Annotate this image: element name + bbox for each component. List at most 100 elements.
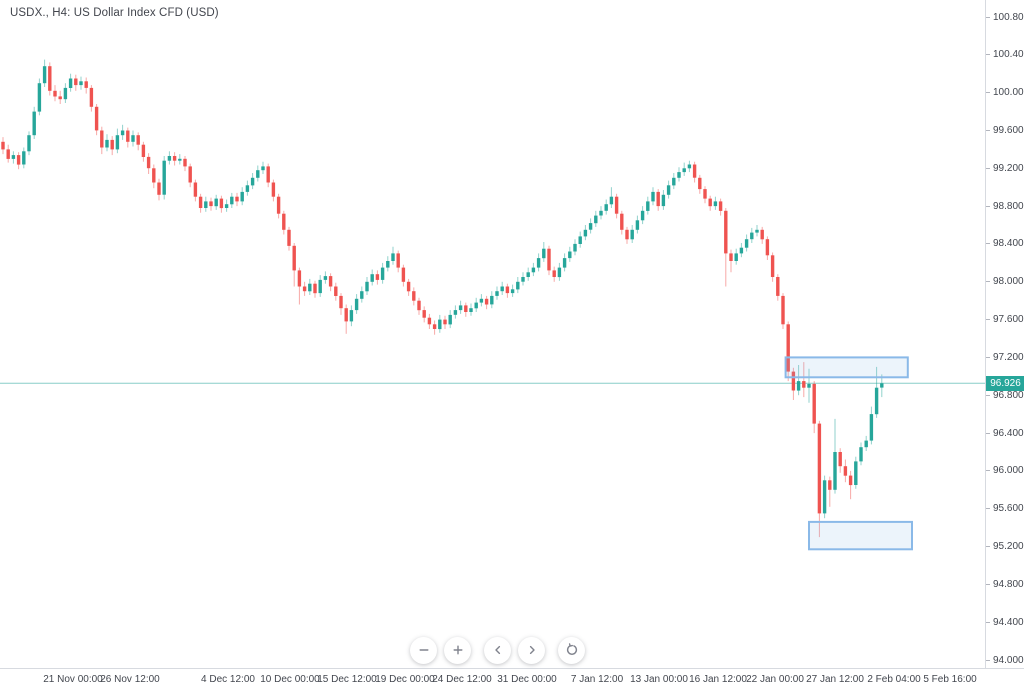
candle bbox=[209, 197, 213, 211]
candle bbox=[516, 277, 520, 294]
candle bbox=[734, 248, 738, 265]
zoom-in-icon bbox=[453, 645, 462, 655]
candle bbox=[802, 362, 806, 398]
candle bbox=[744, 234, 749, 252]
candle bbox=[110, 136, 114, 156]
candle bbox=[287, 226, 291, 251]
scroll-right-button[interactable] bbox=[518, 636, 545, 664]
time-tick-label: 19 Dec 00:00 bbox=[375, 674, 435, 685]
candle bbox=[750, 227, 754, 243]
candle bbox=[219, 195, 224, 213]
candle bbox=[635, 215, 640, 234]
candle bbox=[297, 267, 302, 305]
candle bbox=[854, 456, 858, 489]
symbol-title: USDX., H4: US Dollar Index CFD (USD) bbox=[10, 7, 219, 19]
zoom-out-button[interactable] bbox=[410, 636, 437, 664]
candle bbox=[521, 272, 525, 286]
candle bbox=[568, 246, 572, 262]
candle bbox=[261, 161, 265, 174]
candle bbox=[380, 262, 385, 284]
candle bbox=[188, 163, 192, 188]
candle bbox=[552, 266, 556, 282]
candle bbox=[214, 194, 218, 210]
candle bbox=[869, 406, 874, 445]
candle bbox=[256, 165, 260, 182]
candle bbox=[708, 195, 712, 211]
candle bbox=[484, 295, 489, 310]
candle bbox=[37, 78, 42, 116]
candle bbox=[822, 475, 827, 519]
candle bbox=[172, 152, 177, 166]
candle bbox=[339, 293, 343, 315]
price-tick-label: 97.600 bbox=[986, 314, 1024, 325]
candle bbox=[661, 190, 666, 210]
candle bbox=[547, 245, 551, 276]
candle bbox=[656, 189, 660, 211]
candle bbox=[458, 300, 463, 314]
candle bbox=[864, 435, 868, 451]
time-tick-label: 26 Nov 12:00 bbox=[100, 674, 160, 685]
candle bbox=[432, 320, 437, 335]
candle bbox=[791, 367, 796, 400]
resistance-zone[interactable] bbox=[784, 356, 909, 379]
time-tick-label: 24 Dec 12:00 bbox=[432, 674, 492, 685]
candle bbox=[100, 126, 104, 155]
candle bbox=[167, 151, 172, 165]
candle bbox=[406, 278, 411, 296]
reset-chart-button[interactable] bbox=[558, 636, 585, 664]
price-tick-label: 96.400 bbox=[986, 428, 1024, 439]
price-tick-label: 94.000 bbox=[986, 655, 1024, 666]
candle bbox=[58, 90, 62, 104]
candle bbox=[666, 180, 671, 199]
candle bbox=[162, 156, 166, 200]
candle bbox=[687, 160, 692, 173]
candle bbox=[838, 448, 842, 473]
candle bbox=[235, 192, 239, 207]
time-tick-label: 21 Nov 00:00 bbox=[43, 674, 103, 685]
candlestick-chart[interactable] bbox=[0, 0, 985, 668]
candle bbox=[313, 280, 317, 298]
support-zone[interactable] bbox=[808, 520, 913, 551]
candle bbox=[68, 73, 73, 92]
candle bbox=[796, 365, 801, 396]
candle bbox=[22, 147, 26, 169]
current-price-label: 96.926 bbox=[986, 375, 1024, 391]
candle bbox=[48, 62, 52, 96]
price-tick-label: 100.000 bbox=[986, 87, 1024, 98]
scroll-left-icon bbox=[494, 645, 500, 655]
candle bbox=[536, 253, 541, 272]
candle bbox=[120, 124, 125, 140]
candle bbox=[240, 187, 244, 206]
candle bbox=[422, 306, 426, 323]
price-axis[interactable]: 96.926 100.800 100.400 100.000 99.600 99.200… bbox=[985, 0, 1024, 668]
candle bbox=[843, 459, 848, 483]
candle bbox=[479, 294, 484, 307]
candle bbox=[698, 174, 702, 194]
candle bbox=[651, 187, 655, 206]
candle bbox=[224, 199, 229, 212]
candle bbox=[79, 76, 83, 90]
price-tick-label: 96.000 bbox=[986, 465, 1024, 476]
time-tick-label: 4 Dec 12:00 bbox=[201, 674, 255, 685]
candle bbox=[495, 286, 499, 300]
candle bbox=[146, 153, 151, 174]
scroll-left-button[interactable] bbox=[484, 636, 511, 664]
candle bbox=[490, 291, 494, 309]
candle bbox=[16, 152, 21, 170]
price-tick-label: 100.400 bbox=[986, 49, 1024, 60]
price-tick-label: 100.800 bbox=[986, 12, 1024, 23]
time-tick-label: 5 Feb 16:00 bbox=[923, 674, 977, 685]
candle bbox=[53, 85, 57, 102]
candle bbox=[74, 74, 78, 91]
candle bbox=[198, 193, 203, 213]
candle bbox=[578, 231, 582, 248]
zoom-out-icon bbox=[419, 649, 428, 651]
candle bbox=[276, 193, 281, 219]
candle bbox=[453, 305, 458, 319]
time-axis[interactable]: 21 Nov 00:00 26 Nov 12:00 4 Dec 12:00 10 De… bbox=[0, 668, 1024, 690]
candle bbox=[230, 192, 234, 208]
candle bbox=[126, 127, 130, 148]
candle bbox=[557, 262, 562, 281]
candle bbox=[370, 269, 374, 286]
zoom-in-button[interactable] bbox=[444, 636, 471, 664]
